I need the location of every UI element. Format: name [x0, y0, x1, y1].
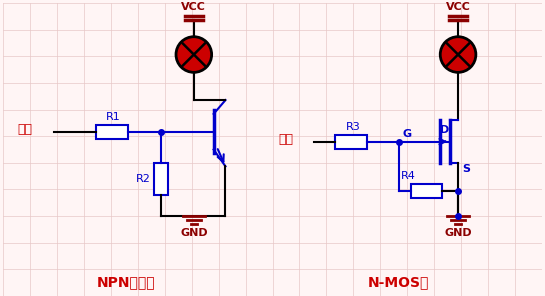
Text: R2: R2	[136, 174, 151, 184]
Text: D: D	[440, 125, 449, 135]
Text: N-MOS管: N-MOS管	[368, 275, 429, 289]
Text: G: G	[403, 129, 412, 139]
Text: R3: R3	[346, 122, 361, 132]
Text: GND: GND	[180, 228, 208, 238]
Text: VCC: VCC	[181, 2, 206, 12]
Text: R1: R1	[106, 112, 121, 122]
Text: 输入: 输入	[278, 133, 293, 146]
Bar	[335, 135, 367, 149]
Text: S: S	[462, 164, 470, 174]
Text: R4: R4	[401, 171, 416, 181]
Text: 输入: 输入	[17, 123, 33, 136]
Text: GND: GND	[444, 228, 472, 238]
Bar	[96, 125, 128, 139]
Ellipse shape	[440, 37, 476, 72]
Bar	[154, 163, 168, 195]
Ellipse shape	[176, 37, 211, 72]
Text: VCC: VCC	[446, 2, 470, 12]
Bar	[410, 184, 442, 198]
Text: NPN三极管: NPN三极管	[97, 275, 156, 289]
